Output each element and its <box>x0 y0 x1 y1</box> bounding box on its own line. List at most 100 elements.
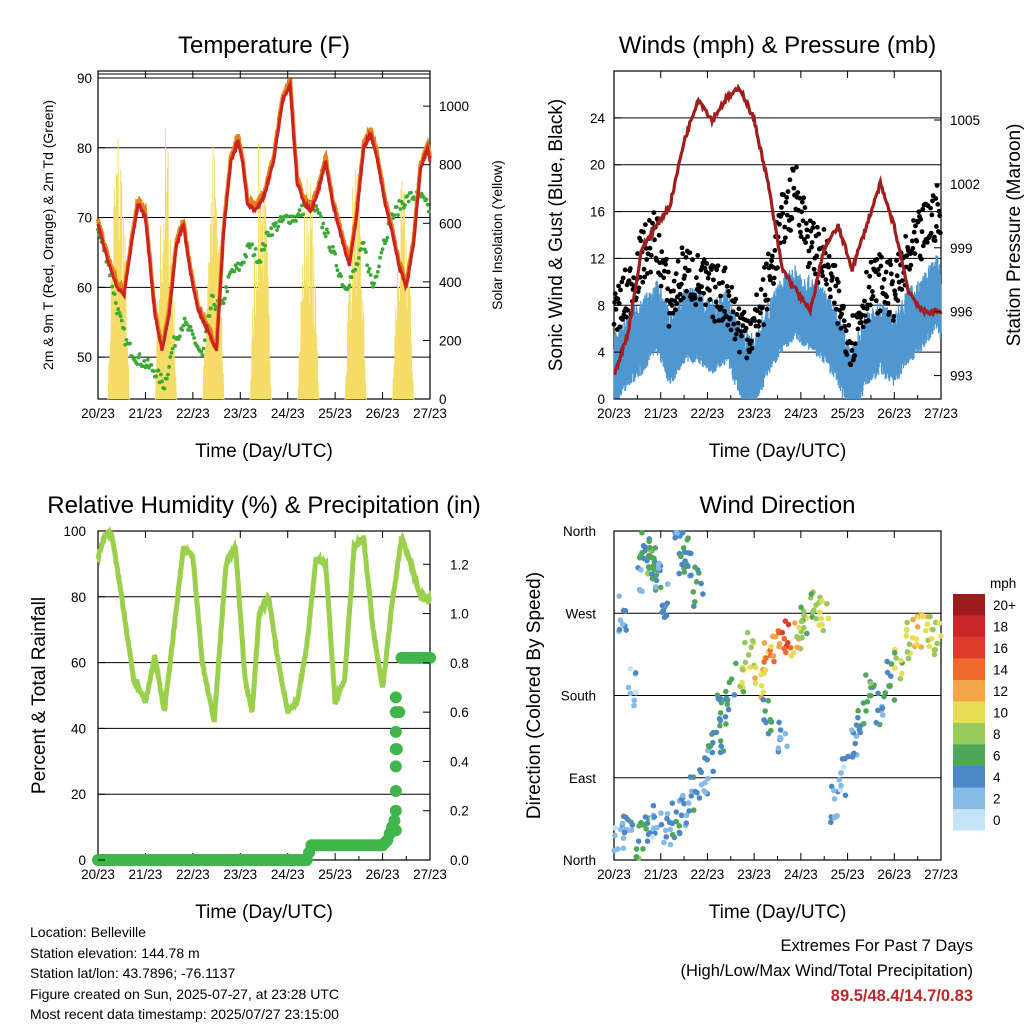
wind-direction-point <box>674 530 680 537</box>
dewpoint-point <box>156 368 161 373</box>
dewpoint-point <box>158 372 163 377</box>
wind-direction-point <box>860 720 867 727</box>
gust-point <box>821 226 827 232</box>
wind-direction-point <box>914 641 920 648</box>
precipitation-point <box>389 784 402 797</box>
gust-point <box>928 205 933 211</box>
dewpoint-point <box>398 207 403 211</box>
dewpoint-point <box>202 338 207 343</box>
dewpoint-point <box>208 306 213 311</box>
gust-point <box>887 258 893 264</box>
x-tick-label: 25/23 <box>318 867 352 882</box>
gust-point <box>690 257 695 263</box>
wind-direction-point <box>761 659 767 665</box>
dewpoint-point <box>237 268 242 273</box>
wind-direction-point <box>762 667 769 673</box>
dewpoint-point <box>250 242 255 247</box>
y-tick-label: 80 <box>71 590 86 605</box>
dewpoint-point <box>211 294 215 299</box>
wind-direction-point <box>893 655 900 661</box>
x-tick-label: 21/23 <box>129 406 163 421</box>
gust-point <box>841 303 846 309</box>
gust-point <box>679 245 685 251</box>
dewpoint-point <box>265 230 270 235</box>
gust-point <box>683 254 689 260</box>
gust-point <box>726 293 732 299</box>
gust-point <box>674 301 680 306</box>
wind-direction-point <box>855 707 861 714</box>
gust-point <box>749 345 755 351</box>
gust-point <box>805 234 810 239</box>
gust-point <box>748 321 754 327</box>
wind-direction-point <box>864 698 871 705</box>
precipitation-point <box>389 804 402 817</box>
x-tick-label: 26/23 <box>877 867 911 882</box>
gust-point <box>827 287 833 292</box>
gust-point <box>937 230 943 236</box>
gust-point <box>704 261 710 266</box>
y2-tick-label: 800 <box>439 158 462 173</box>
gust-point <box>802 205 808 210</box>
gust-point <box>911 218 916 223</box>
colorbar-swatch <box>953 766 985 788</box>
dewpoint-point <box>200 353 205 357</box>
gust-point <box>932 238 938 244</box>
gust-point <box>881 276 887 282</box>
wind-direction-point <box>637 587 643 594</box>
wind-direction-point <box>855 714 861 721</box>
y-axis-label: Sonic Wind & Gust (Blue, Black) <box>546 99 567 371</box>
y-tick-label: East <box>569 771 596 786</box>
precipitation-point <box>389 760 402 773</box>
gust-point <box>833 283 839 289</box>
gust-point <box>875 267 881 272</box>
gust-point <box>661 275 667 281</box>
gust-point <box>762 292 768 298</box>
x-axis-label: Time (Day/UTC) <box>709 441 847 462</box>
dewpoint-point <box>379 250 384 255</box>
wind-direction-point <box>875 690 881 697</box>
y2-tick-label: 993 <box>950 369 973 384</box>
gust-point <box>835 321 841 326</box>
gust-point <box>666 323 672 329</box>
x-axis-label: Time (Day/UTC) <box>195 902 333 923</box>
wind-direction-point <box>669 820 676 827</box>
wind-direction-point <box>664 811 671 817</box>
gust-point <box>892 288 897 294</box>
wind-direction-point <box>620 835 627 842</box>
gust-point <box>918 216 924 222</box>
dewpoint-point <box>154 374 159 379</box>
colorbar-label: 6 <box>993 749 1001 764</box>
wind-direction-point <box>620 607 627 614</box>
wind-direction-point <box>623 627 629 633</box>
gust-point <box>741 309 747 315</box>
y2-tick-label: 1000 <box>439 99 469 114</box>
wind-direction-point <box>891 650 898 656</box>
wind-direction-point <box>640 821 646 828</box>
wind-direction-point <box>787 644 794 651</box>
y-tick-label: 60 <box>71 656 86 671</box>
dewpoint-point <box>320 225 324 230</box>
gust-point <box>807 260 812 266</box>
gust-point <box>877 308 883 314</box>
gust-point <box>848 362 854 368</box>
precipitation-point <box>389 691 402 704</box>
pressure-line <box>613 83 943 376</box>
gust-point <box>811 220 816 226</box>
gust-point <box>715 263 721 269</box>
wind-direction-point <box>882 690 889 696</box>
wind-direction-point <box>679 792 686 799</box>
dewpoint-point <box>335 268 340 273</box>
dewpoint-point <box>263 243 268 248</box>
wind-direction-point <box>663 834 670 840</box>
gust-point <box>835 279 841 285</box>
y2-tick-label: 996 <box>950 305 973 320</box>
gust-point <box>711 277 716 283</box>
gust-point <box>678 281 684 287</box>
gust-point <box>908 262 914 268</box>
wind-direction-point <box>669 831 676 838</box>
y-tick-label: South <box>561 689 596 704</box>
gust-point <box>874 256 880 262</box>
gust-point <box>912 251 918 256</box>
wind-direction-point <box>828 819 834 826</box>
gust-point <box>886 310 892 315</box>
